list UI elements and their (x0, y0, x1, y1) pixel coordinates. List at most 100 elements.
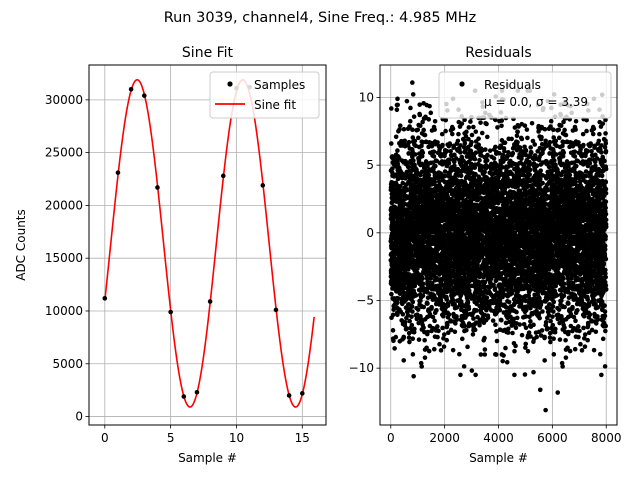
residual-point (412, 326, 417, 332)
residual-point (491, 156, 497, 161)
residual-point (432, 118, 438, 124)
residual-point (448, 148, 453, 154)
residual-point (437, 341, 442, 347)
residual-point (407, 124, 412, 129)
residual-point (434, 307, 439, 313)
residual-point (470, 332, 476, 337)
residual-point (426, 172, 432, 178)
residual-point (472, 156, 478, 162)
residual-point (420, 293, 426, 298)
residual-point (515, 129, 520, 135)
sample-point (194, 389, 200, 395)
residual-point (395, 148, 400, 153)
residual-point (452, 329, 458, 335)
residual-point (502, 140, 508, 146)
residual-point (441, 332, 447, 337)
residual-point (425, 301, 430, 306)
residual-point (399, 138, 404, 144)
residual-point (469, 368, 475, 373)
residual-point (478, 120, 483, 125)
residual-point (410, 127, 415, 132)
residual-point (421, 304, 427, 310)
residual-point (504, 359, 510, 365)
sine-fit-panel: Sine Fit 0 5 10 150500010000150002000025000… (14, 45, 327, 465)
sine-fit-xtick-label: 5 (167, 431, 175, 445)
residual-point (477, 157, 482, 163)
residual-point (464, 129, 469, 135)
residual-point (499, 118, 505, 123)
residual-point (412, 152, 418, 157)
sine-fit-ytick-label: 5000 (52, 357, 83, 371)
residual-point (512, 372, 517, 378)
sample-point (155, 185, 160, 190)
residual-point (431, 346, 437, 352)
sine-fit-ytick-label: 25000 (45, 146, 83, 160)
residual-point (406, 335, 412, 340)
sine-fit-xtick-label: 15 (295, 431, 310, 445)
residual-point (456, 131, 461, 137)
residual-point (426, 348, 432, 354)
residual-point (426, 117, 432, 122)
residual-point (389, 106, 394, 111)
residual-point (438, 348, 444, 353)
residual-point (503, 345, 508, 351)
residual-point (390, 166, 395, 171)
residual-point (411, 158, 416, 163)
residual-point (432, 127, 437, 132)
residual-point (493, 322, 498, 328)
residual-point (394, 107, 400, 113)
residual-point (395, 161, 401, 167)
sine-fit-xtick-label: 10 (229, 431, 244, 445)
residual-point (490, 318, 496, 323)
sine-fit-ytick-label: 15000 (45, 251, 83, 265)
residual-point (487, 148, 493, 153)
sine-fit-xlabel: Sample # (178, 451, 237, 465)
residual-point (510, 330, 515, 336)
residual-point (402, 319, 408, 325)
residual-point (441, 344, 447, 349)
residual-point (425, 329, 430, 335)
sine-fit-ytick-label: 0 (75, 410, 83, 424)
samples-legend-marker (227, 81, 233, 87)
residual-point (484, 121, 489, 127)
residual-point (401, 126, 407, 132)
residual-point (493, 352, 499, 357)
residual-point (469, 132, 475, 138)
residual-point (410, 299, 416, 305)
residual-point (407, 118, 413, 124)
residual-point (422, 355, 428, 360)
residual-point (465, 300, 471, 305)
residuals-title: Residuals (465, 45, 531, 61)
residual-point (472, 327, 478, 333)
residual-point (397, 123, 403, 128)
residual-point (417, 112, 423, 118)
residual-point (427, 103, 432, 109)
residual-point (513, 325, 519, 331)
residual-point (457, 351, 462, 357)
residual-point (407, 318, 412, 324)
residual-point (409, 168, 415, 173)
residual-point (422, 337, 427, 343)
residual-point (450, 131, 455, 137)
residual-point (411, 114, 417, 119)
residual-point (444, 337, 450, 343)
residual-point (396, 155, 402, 161)
residual-point (478, 352, 484, 357)
residual-point (439, 131, 445, 137)
residual-point (471, 316, 476, 321)
residual-point (499, 123, 504, 129)
residual-point (482, 347, 488, 352)
residual-point (421, 127, 426, 133)
sample-point (128, 86, 134, 92)
residual-point (482, 335, 487, 341)
residual-point (477, 322, 482, 328)
residual-point (440, 142, 445, 148)
residual-point (435, 334, 440, 340)
residual-point (458, 150, 463, 155)
residual-point (515, 139, 520, 145)
sine-fit-line (104, 78, 315, 408)
residual-point (484, 295, 490, 300)
sine-fit-legend: Samples Sine fit (209, 71, 320, 119)
residual-point (409, 322, 415, 328)
